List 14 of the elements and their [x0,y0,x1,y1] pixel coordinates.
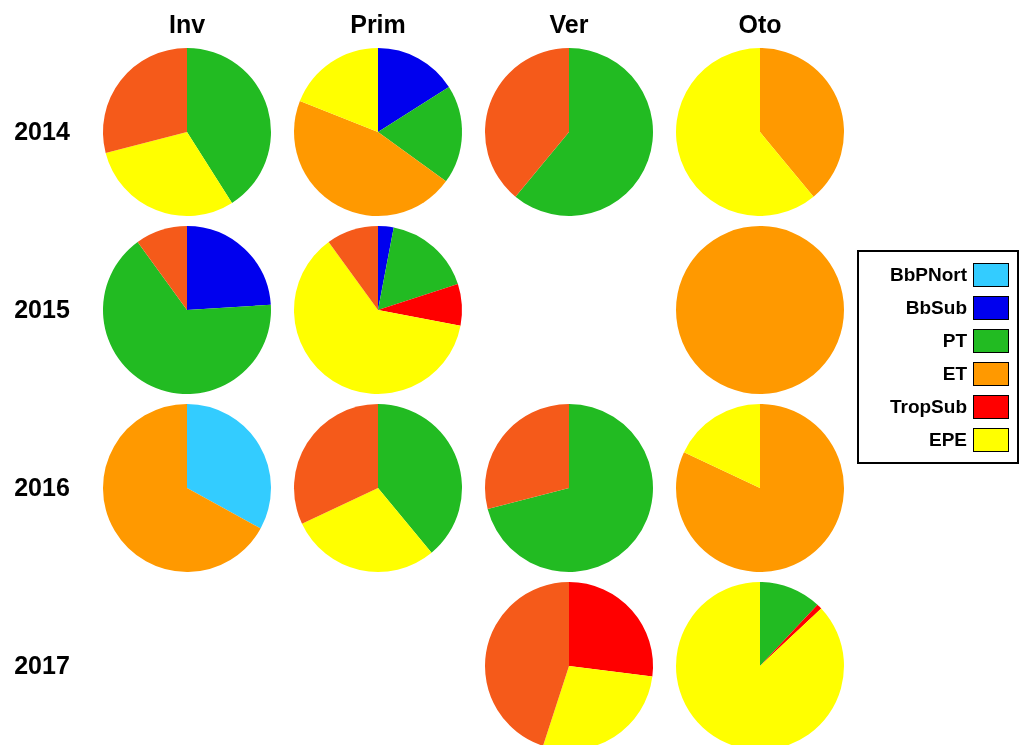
text: 2016 [13,473,71,502]
chart-title: Oto [737,10,783,39]
chart-title: Ver [548,10,590,39]
legend-label: EPE [927,428,967,451]
legend-label: BbPNort [888,263,967,286]
legend-label: ET [941,362,967,385]
text: 2014 [13,117,71,146]
text: 2017 [13,651,71,680]
legend-label: BbSub [904,296,967,319]
chart-title: Inv [167,10,207,39]
chart-title: Prim [349,10,407,39]
legend-label: PT [941,329,967,352]
text: 2015 [13,295,71,324]
legend-label: TropSub [888,395,967,418]
